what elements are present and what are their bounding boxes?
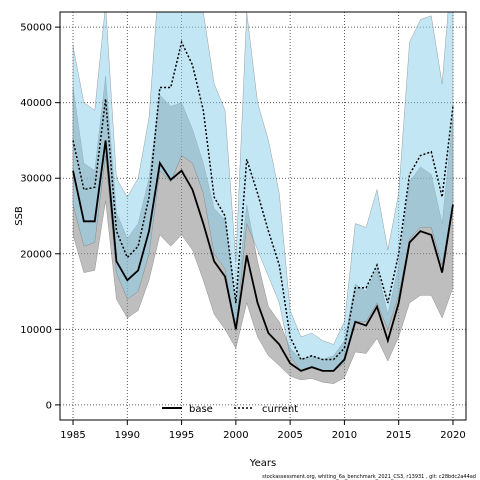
y-tick-label-20000: 20000 bbox=[20, 249, 52, 260]
x-tick-label-2000: 2000 bbox=[223, 430, 248, 441]
x-tick-label-2015: 2015 bbox=[386, 430, 411, 441]
x-tick-label-1990: 1990 bbox=[115, 430, 140, 441]
axes: 1985 1990 1995 2000 2005 2010 2015 2020 0 10000 20… bbox=[20, 23, 466, 441]
legend-label-base: base bbox=[189, 404, 213, 415]
series-lines bbox=[72, 39, 454, 372]
line-base bbox=[72, 140, 454, 372]
line-current bbox=[72, 39, 454, 361]
y-tick-label-0: 0 bbox=[46, 400, 52, 411]
x-tick-label-1995: 1995 bbox=[169, 430, 194, 441]
x-tick-label-1985: 1985 bbox=[60, 430, 85, 441]
plot-frame bbox=[59, 11, 467, 421]
confidence-bands bbox=[72, 12, 454, 384]
y-tick-label-40000: 40000 bbox=[20, 98, 52, 109]
y-tick-label-30000: 30000 bbox=[20, 174, 52, 185]
x-axis-title: Years bbox=[249, 458, 276, 469]
footer-credit: stockassessment.org, whiting_6a_benchmar… bbox=[262, 474, 476, 480]
x-tick-label-2005: 2005 bbox=[277, 430, 302, 441]
legend: base current bbox=[162, 404, 298, 415]
band-current bbox=[72, 12, 454, 372]
y-tick-label-50000: 50000 bbox=[20, 23, 52, 34]
x-tick-label-2010: 2010 bbox=[332, 430, 357, 441]
y-axis-title: SSB bbox=[14, 206, 25, 226]
legend-label-current: current bbox=[262, 404, 298, 415]
y-tick-label-10000: 10000 bbox=[20, 325, 52, 336]
x-tick-label-2020: 2020 bbox=[440, 430, 465, 441]
